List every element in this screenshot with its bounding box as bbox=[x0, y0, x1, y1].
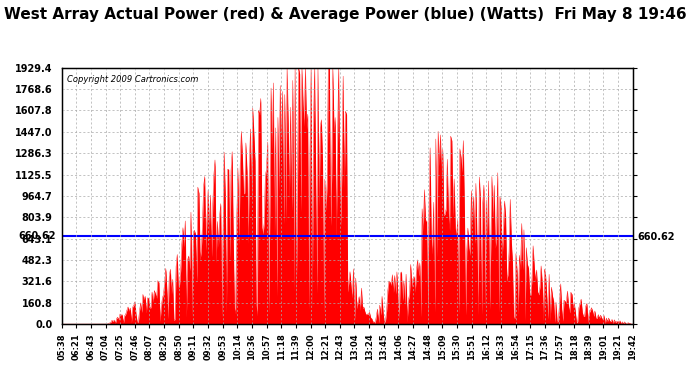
Text: Copyright 2009 Cartronics.com: Copyright 2009 Cartronics.com bbox=[68, 75, 199, 84]
Text: 660.62: 660.62 bbox=[19, 231, 56, 242]
Text: West Array Actual Power (red) & Average Power (blue) (Watts)  Fri May 8 19:46: West Array Actual Power (red) & Average … bbox=[3, 8, 687, 22]
